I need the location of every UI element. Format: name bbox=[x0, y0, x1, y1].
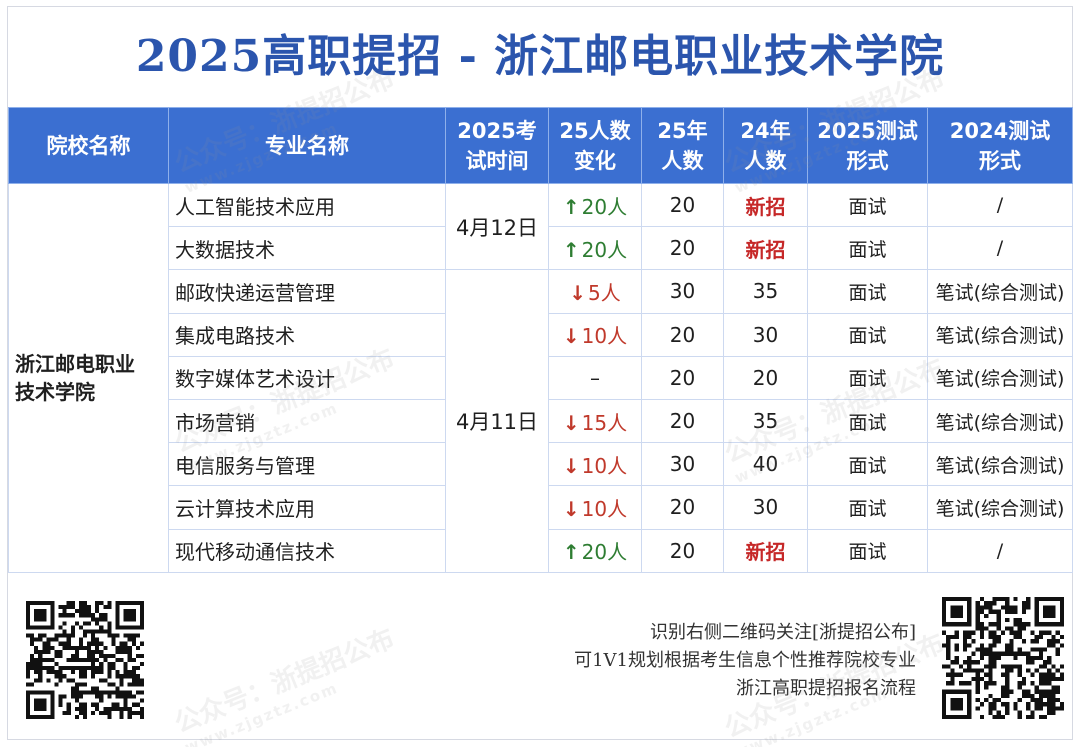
test-form-2025: 面试 bbox=[807, 442, 928, 487]
test-form-2025: 面试 bbox=[807, 485, 928, 530]
footer-line-2: 可1V1规划根据考生信息个性推荐院校专业 bbox=[574, 650, 916, 671]
count-2025: 20 bbox=[641, 312, 724, 357]
count-2024: 30 bbox=[723, 485, 808, 530]
count-change: ↓ 10人 bbox=[548, 442, 642, 487]
header-school: 院校名称 bbox=[8, 107, 169, 184]
header-change: 25人数 变化 bbox=[548, 107, 642, 184]
arrow-down-icon: ↓ bbox=[562, 453, 580, 478]
footer-line-3: 浙江高职提招报名流程 bbox=[736, 678, 916, 699]
count-2025: 20 bbox=[641, 398, 724, 444]
test-form-2024: / bbox=[927, 226, 1073, 271]
test-form-2024: 笔试(综合测试) bbox=[927, 269, 1073, 314]
count-2024: 新招 bbox=[723, 528, 808, 573]
count-change: ↑ 20人 bbox=[548, 226, 642, 271]
major-name: 人工智能技术应用 bbox=[168, 182, 446, 228]
arrow-up-icon: ↑ bbox=[562, 194, 580, 219]
count-2024: 新招 bbox=[723, 182, 808, 228]
count-2025: 20 bbox=[641, 528, 724, 573]
test-form-2024: 笔试(综合测试) bbox=[927, 398, 1073, 444]
test-form-2025: 面试 bbox=[807, 226, 928, 271]
count-2024: 20 bbox=[723, 355, 808, 400]
header-major: 专业名称 bbox=[168, 107, 446, 184]
count-2025: 20 bbox=[641, 485, 724, 530]
test-form-2024: / bbox=[927, 182, 1073, 228]
footer-notes: 识别右侧二维码关注[浙提招公布] 可1V1规划根据考生信息个性推荐院校专业 浙江… bbox=[574, 619, 916, 703]
major-name: 集成电路技术 bbox=[168, 312, 446, 357]
admission-table: 院校名称 专业名称 2025考 试时间 25人数 变化 25年 人数 24年 人数 20… bbox=[8, 107, 1073, 573]
header-count-2024: 24年 人数 bbox=[723, 107, 808, 184]
major-name: 现代移动通信技术 bbox=[168, 528, 446, 573]
major-name: 邮政快递运营管理 bbox=[168, 269, 446, 314]
test-form-2024: 笔试(综合测试) bbox=[927, 442, 1073, 487]
count-change: ↓ 5人 bbox=[548, 269, 642, 314]
count-change: – bbox=[548, 355, 642, 400]
test-form-2025: 面试 bbox=[807, 269, 928, 314]
qr-code-left[interactable] bbox=[26, 601, 144, 719]
test-form-2025: 面试 bbox=[807, 355, 928, 400]
count-2025: 20 bbox=[641, 226, 724, 271]
test-form-2025: 面试 bbox=[807, 528, 928, 573]
major-name: 电信服务与管理 bbox=[168, 442, 446, 487]
table-row: 电信服务与管理 ↓ 10人 30 40 面试 笔试(综合测试) bbox=[9, 442, 1073, 487]
school-name: 浙江邮电职业 技术学院 bbox=[8, 183, 169, 573]
major-name: 大数据技术 bbox=[168, 226, 446, 271]
arrow-up-icon: ↑ bbox=[562, 540, 580, 565]
arrow-down-icon: ↓ bbox=[562, 496, 580, 521]
exam-date: 4月11日 bbox=[445, 269, 549, 573]
test-form-2024: 笔试(综合测试) bbox=[927, 355, 1073, 400]
table-row: 现代移动通信技术 ↑ 20人 20 新招 面试 / bbox=[9, 528, 1073, 573]
header-form-2024: 2024测试 形式 bbox=[927, 107, 1073, 184]
arrow-down-icon: ↓ bbox=[562, 324, 580, 349]
page-title: 2025高职提招 - 浙江邮电职业技术学院 bbox=[135, 31, 945, 82]
count-2025: 30 bbox=[641, 442, 724, 487]
count-2024: 35 bbox=[723, 398, 808, 444]
test-form-2024: / bbox=[927, 528, 1073, 573]
count-2024: 40 bbox=[723, 442, 808, 487]
footer-line-1: 识别右侧二维码关注[浙提招公布] bbox=[649, 622, 916, 643]
count-2025: 20 bbox=[641, 182, 724, 228]
count-change: ↓ 15人 bbox=[548, 398, 642, 444]
table-row: 数字媒体艺术设计 –20 20 面试 笔试(综合测试) bbox=[9, 355, 1073, 400]
test-form-2025: 面试 bbox=[807, 312, 928, 357]
arrow-down-icon: ↓ bbox=[569, 280, 587, 305]
exam-date: 4月12日 bbox=[445, 182, 549, 271]
test-form-2025: 面试 bbox=[807, 398, 928, 444]
count-2024: 新招 bbox=[723, 226, 808, 271]
count-2024: 30 bbox=[723, 312, 808, 357]
table-row: 云计算技术应用 ↓ 10人 20 30 面试 笔试(综合测试) bbox=[9, 485, 1073, 530]
major-name: 市场营销 bbox=[168, 398, 446, 444]
header-exam-time: 2025考 试时间 bbox=[445, 107, 549, 184]
test-form-2025: 面试 bbox=[807, 182, 928, 228]
table-header-row: 院校名称 专业名称 2025考 试时间 25人数 变化 25年 人数 24年 人数 20… bbox=[8, 107, 1073, 184]
qr-code-right[interactable] bbox=[942, 597, 1064, 719]
major-name: 云计算技术应用 bbox=[168, 485, 446, 530]
header-count-2025: 25年 人数 bbox=[641, 107, 724, 184]
count-2025: 30 bbox=[641, 269, 724, 314]
arrow-down-icon: ↓ bbox=[562, 410, 580, 435]
count-change: ↓ 10人 bbox=[548, 485, 642, 530]
test-form-2024: 笔试(综合测试) bbox=[927, 485, 1073, 530]
count-change: ↓ 10人 bbox=[548, 312, 642, 357]
header-form-2025: 2025测试 形式 bbox=[807, 107, 928, 184]
test-form-2024: 笔试(综合测试) bbox=[927, 312, 1073, 357]
count-change: ↑ 20人 bbox=[548, 528, 642, 573]
arrow-up-icon: ↑ bbox=[562, 237, 580, 262]
count-change: ↑ 20人 bbox=[548, 182, 642, 228]
major-name: 数字媒体艺术设计 bbox=[168, 355, 446, 400]
footer: 识别右侧二维码关注[浙提招公布] 可1V1规划根据考生信息个性推荐院校专业 浙江… bbox=[8, 572, 1072, 740]
table-row: 邮政快递运营管理 4月11日 ↓ 5人 30 35 面试 笔试(综合测试) bbox=[9, 269, 1073, 573]
count-2024: 35 bbox=[723, 269, 808, 314]
table-row: 浙江邮电职业 技术学院 人工智能技术应用 4月12日 ↑ 20人 20 新招 面试 / bbox=[8, 182, 1073, 573]
count-2025: 20 bbox=[641, 355, 724, 400]
table-row: 市场营销 ↓ 15人 20 35 面试 笔试(综合测试) bbox=[9, 398, 1073, 444]
